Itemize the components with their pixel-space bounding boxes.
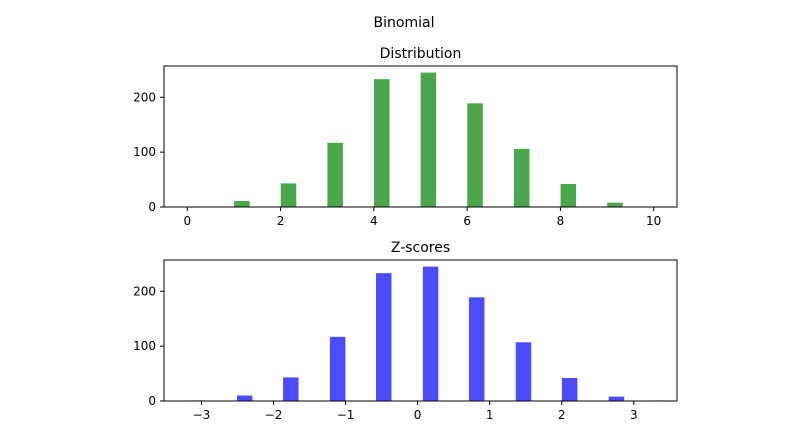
- distribution-bar: [607, 202, 623, 207]
- z-scores-plot: Z-scores −3 −2 −1 0 1 2 3 0 100 200: [133, 240, 678, 422]
- z-scores-bar: [515, 342, 532, 401]
- z-scores-x-tick-label: 3: [630, 408, 638, 422]
- z-scores-axes-frame: [163, 259, 678, 402]
- z-scores-x-tick-label: 0: [414, 408, 422, 422]
- distribution-axes-frame: [163, 65, 678, 208]
- z-scores-bar: [329, 336, 346, 401]
- distribution-bar: [327, 142, 343, 207]
- distribution-bar: [513, 148, 530, 207]
- distribution-y-tick-label: 100: [133, 145, 156, 159]
- distribution-x-tick-label: 0: [183, 214, 191, 228]
- z-scores-bar: [376, 273, 392, 401]
- distribution-x-tick-label: 2: [277, 214, 285, 228]
- distribution-title: Distribution: [380, 46, 462, 62]
- z-scores-x-tick-label: −2: [265, 408, 283, 422]
- distribution-bar: [467, 103, 483, 207]
- z-scores-bar: [236, 395, 253, 401]
- z-scores-y-tick-label: 0: [148, 394, 156, 408]
- distribution-y-tick-label: 200: [133, 90, 156, 104]
- z-scores-y-tick-label: 100: [133, 339, 156, 353]
- distribution-bar: [280, 183, 297, 207]
- z-scores-x-tick-label: 1: [486, 408, 494, 422]
- distribution-x-tick-label: 6: [463, 214, 471, 228]
- z-scores-y-tick-label: 200: [133, 284, 156, 298]
- distribution-bar: [374, 79, 390, 207]
- z-scores-x-tick-label: 2: [558, 408, 566, 422]
- distribution-bar: [560, 183, 577, 207]
- z-scores-x-tick-label: −1: [337, 408, 355, 422]
- z-scores-bar: [422, 266, 439, 401]
- z-scores-x-tick-label: −3: [193, 408, 211, 422]
- z-scores-bar: [468, 297, 485, 401]
- z-scores-title: Z-scores: [391, 240, 450, 256]
- z-scores-bar: [283, 377, 299, 401]
- distribution-bar: [420, 72, 437, 208]
- distribution-x-tick-label: 10: [646, 214, 661, 228]
- figure-suptitle: Binomial: [374, 15, 435, 31]
- z-scores-bar: [561, 377, 578, 401]
- distribution-y-tick-label: 0: [148, 200, 156, 214]
- distribution-bar: [234, 200, 250, 207]
- distribution-x-tick-label: 8: [557, 214, 565, 228]
- z-scores-bar: [608, 396, 625, 401]
- distribution-x-tick-label: 4: [370, 214, 378, 228]
